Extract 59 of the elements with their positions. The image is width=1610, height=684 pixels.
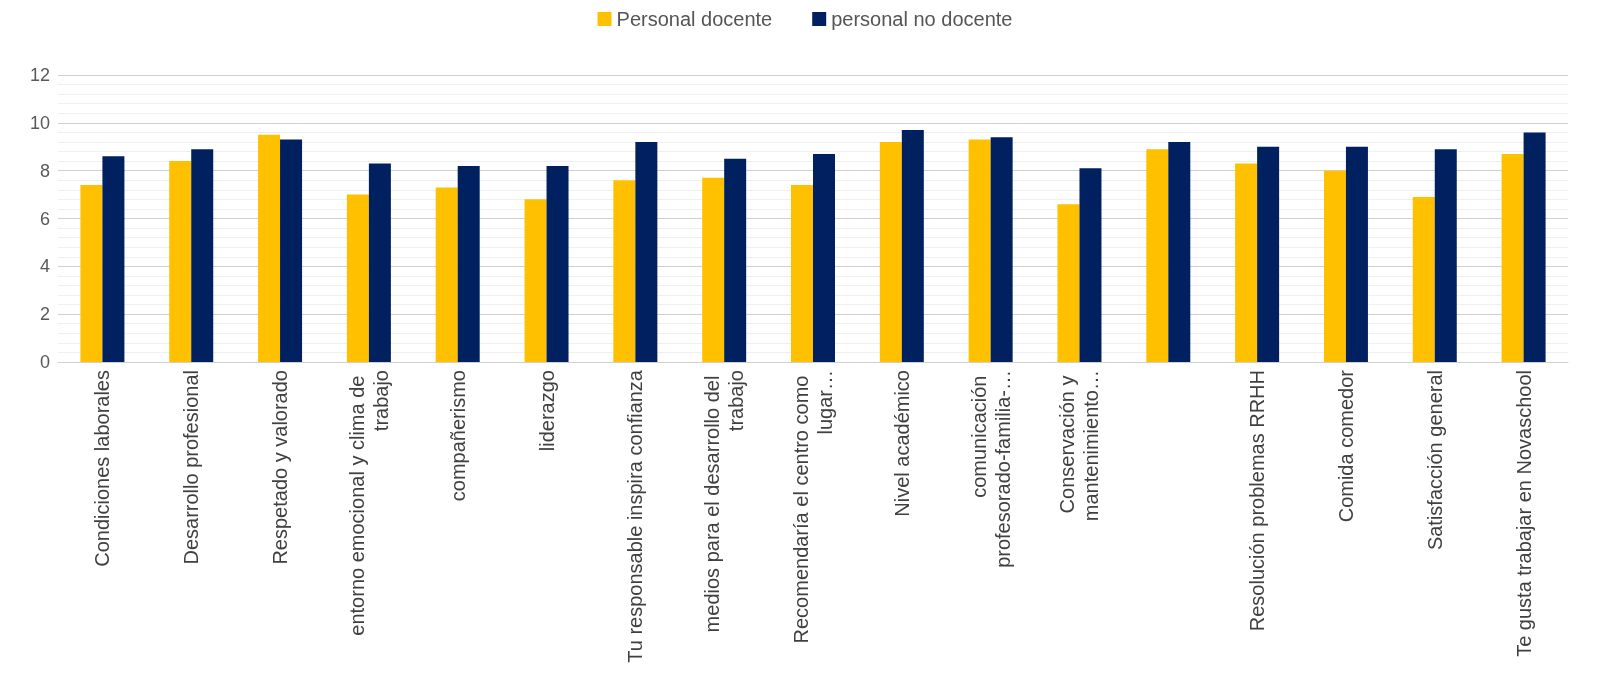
- bar: [1501, 153, 1524, 362]
- x-tick-label: comunicación profesorado-familia-…: [967, 370, 1014, 568]
- bar: [724, 158, 747, 362]
- x-tick-label: liderazgo: [535, 370, 558, 452]
- x-tick-label: Condiciones laborales: [91, 370, 114, 567]
- bar: [635, 141, 658, 362]
- bar: [280, 139, 303, 362]
- x-tick-label: Conservación y mantenimiento…: [1056, 370, 1103, 522]
- y-tick-label: 0: [39, 352, 50, 372]
- x-tick-label: Recomendaría el centro como lugar…: [790, 370, 836, 644]
- bar: [702, 177, 725, 362]
- x-tick-label: Respetado y valorado: [269, 370, 292, 565]
- bar: [457, 165, 480, 362]
- x-tick-label: Nivel académico: [890, 370, 913, 517]
- bar: [368, 163, 391, 362]
- y-tick-label: 10: [29, 112, 50, 133]
- bar: [102, 156, 125, 362]
- x-tick-label: Comida comedor: [1334, 369, 1357, 523]
- bar: [968, 139, 991, 362]
- x-tick-label: Desarrollo profesional: [180, 370, 203, 565]
- bar: [613, 180, 636, 362]
- bar: [346, 194, 369, 362]
- bar: [1257, 146, 1280, 362]
- y-tick-label: 4: [39, 256, 50, 277]
- bar: [1057, 204, 1080, 362]
- bar: [1434, 149, 1457, 362]
- bar: [258, 134, 281, 362]
- bar: [80, 185, 103, 362]
- bar: [1323, 170, 1346, 362]
- bar: [546, 165, 569, 362]
- bar: [169, 161, 192, 362]
- bar: [1523, 132, 1546, 362]
- y-tick-label: 6: [39, 208, 50, 229]
- x-tick-label: Resolución problemas RRHH: [1246, 370, 1269, 632]
- bar: [791, 185, 813, 362]
- x-tick-label: compañerismo: [446, 370, 469, 502]
- y-tick-label: 8: [39, 160, 50, 181]
- x-tick-label: Satisfacción general: [1423, 370, 1446, 551]
- bar: [1412, 196, 1435, 362]
- bar: [1146, 149, 1169, 362]
- bar: [191, 149, 214, 362]
- bar: [990, 137, 1013, 362]
- bar: [813, 153, 835, 362]
- y-tick-label: 12: [29, 65, 50, 85]
- y-tick-label: 2: [39, 304, 50, 325]
- bar: [524, 199, 547, 362]
- bar: [1079, 168, 1102, 362]
- bar: [879, 141, 902, 362]
- legend-label: Personal docente: [616, 8, 773, 30]
- bar: [1345, 146, 1368, 362]
- x-tick-label: entorno emocional y clima de trabajo: [345, 370, 392, 636]
- x-tick-label: Te gusta trabajar en Novaschool: [1512, 370, 1535, 657]
- bar: [901, 130, 924, 362]
- x-tick-label: medios para el desarrollo del trabajo: [701, 370, 748, 633]
- bar: [1168, 141, 1191, 362]
- legend-label: personal no docente: [831, 8, 1013, 30]
- bar: [1235, 163, 1258, 362]
- x-tick-label: Tu responsable inspira confianza: [624, 369, 647, 663]
- bar: [435, 187, 458, 362]
